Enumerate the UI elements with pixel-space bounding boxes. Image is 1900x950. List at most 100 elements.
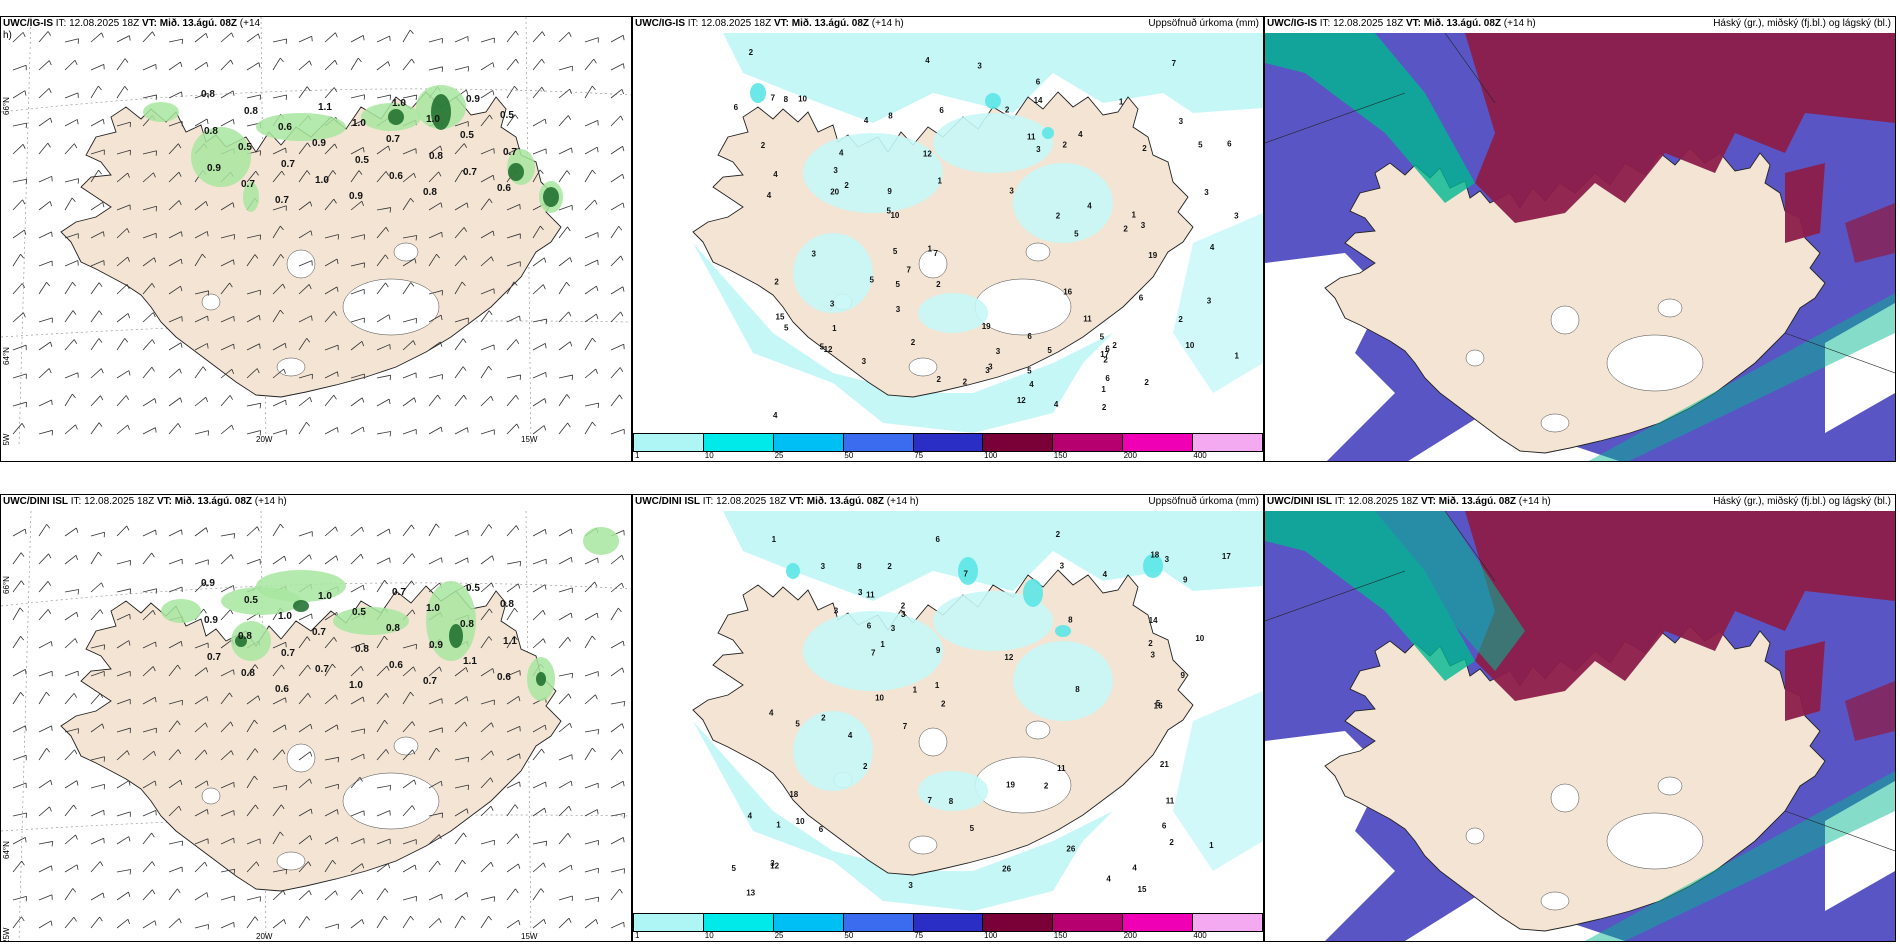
gust-value-label: 0.7 — [392, 587, 406, 598]
gust-value-label: 0.5 — [466, 583, 480, 594]
precip-value-label: 2 — [936, 280, 941, 289]
gust-value-label: 0.6 — [497, 672, 511, 683]
glacier-myrdalsjokull — [276, 357, 306, 377]
precip-value-label: 9 — [887, 187, 892, 196]
axis-labels: 20W 15W 66°N 64°N 25W — [2, 576, 538, 941]
precip-value-label: 10 — [1185, 341, 1194, 350]
gust-value-label: 0.5 — [238, 142, 252, 153]
precip-value-label: 3 — [988, 362, 993, 371]
showers-areas — [161, 527, 619, 701]
precip-value-label: 6 — [1105, 374, 1110, 383]
gust-value-label: 0.7 — [423, 676, 437, 687]
precip-value-label: 5 — [1198, 140, 1203, 149]
precip-value-label: 7 — [1172, 59, 1177, 68]
lat-label: 25W — [2, 433, 11, 445]
colorbar-swatch — [1123, 434, 1194, 451]
precip-value-label: 11 — [866, 590, 875, 599]
precip-value-label: 1 — [927, 244, 932, 253]
gust-value-label: 0.8 — [423, 187, 437, 198]
precip-value-label: 3 — [985, 366, 990, 375]
gust-value-label: 1.0 — [392, 98, 406, 109]
precip-value-label: 16 — [1063, 287, 1072, 296]
colorbar-tick-label: 25 — [774, 931, 784, 940]
panel-field-name: Háský (gr.), miðský (fj.bl.) og lágský (… — [1713, 18, 1891, 29]
precip-value-label: 6 — [1105, 344, 1110, 353]
precip-value-label: 8 — [1068, 616, 1073, 625]
glacier-vatnajokull — [342, 772, 440, 830]
precip-value-label: 5 — [1074, 230, 1079, 239]
colorbar-swatch — [703, 434, 774, 451]
precip-overlay — [786, 554, 1163, 811]
precip-value-label: 4 — [1029, 380, 1034, 389]
precip-value-label: 2 — [863, 762, 868, 771]
glacier-eiriksjokull — [201, 293, 221, 311]
panel-field-name: Uppsöfnuð úrkoma (mm) — [1148, 496, 1259, 507]
precip-value-label: 1 — [938, 176, 943, 185]
gust-value-label: 0.9 — [204, 615, 218, 626]
colorbar-tick-label: 75 — [914, 931, 924, 940]
precip-value-label: 1 — [1101, 385, 1106, 394]
precip-value-label: 18 — [789, 790, 798, 799]
precip-value-label: 5 — [1100, 333, 1105, 342]
glacier-langjokull — [286, 249, 316, 279]
precip-value-label: 3 — [1165, 555, 1170, 564]
colorbar-swatch — [634, 914, 704, 931]
panel-wind-dini: UWC/DINI ISL IT: 12.08.2025 18Z VT: Mið.… — [0, 494, 632, 942]
precip-value-label: 3 — [830, 299, 835, 308]
precip-value-label: 4 — [1106, 875, 1111, 884]
precip-value-label: 11 — [1057, 764, 1066, 773]
gust-value-label: 0.8 — [204, 126, 218, 137]
precip-value-label: 5 — [887, 206, 892, 215]
gust-value-label: 0.5 — [244, 595, 258, 606]
precip-value-label: 4 — [839, 148, 844, 157]
precip-value-label: 4 — [773, 170, 778, 179]
precip-value-label: 3 — [1207, 297, 1212, 306]
gust-value-label: 0.6 — [389, 171, 403, 182]
precip-value-label: 10 — [890, 211, 899, 220]
iceland-landmass — [1324, 625, 1826, 932]
precip-value-label: 2 — [941, 699, 946, 708]
precip-value-label: 2 — [1044, 781, 1049, 790]
gust-value-label: 1.0 — [278, 611, 292, 622]
precip-value-label: 9 — [936, 646, 941, 655]
gust-value-label: 0.9 — [312, 138, 326, 149]
glacier-hofsjokull — [1657, 298, 1683, 318]
gust-labels: 0.8 0.5 0.7 0.9 0.9 0.7 0.8 0.5 0.6 0.8 0.7 0.6 1.0 1… — [201, 89, 517, 206]
precip-value-label: 1 — [913, 686, 918, 695]
low-cloud-field — [1265, 33, 1895, 461]
precip-value-label: 5 — [1156, 699, 1161, 708]
colorbar-swatch — [843, 434, 914, 451]
precip-value-label: 6 — [1036, 77, 1041, 86]
precip-value-label: 3 — [1141, 221, 1146, 230]
panel-title: UWC/DINI ISL IT: 12.08.2025 18Z VT: Mið.… — [3, 496, 287, 507]
precip-value-label: 3 — [1151, 650, 1156, 659]
precip-value-label: 3 — [834, 606, 839, 615]
gust-value-label: 0.7 — [315, 664, 329, 675]
colorbar-swatch — [983, 914, 1054, 931]
precip-value-label: 20 — [830, 188, 839, 197]
glacier-eiriksjokull — [1465, 827, 1485, 845]
gust-value-label: 1.1 — [463, 656, 477, 667]
precip-value-label: 2 — [844, 181, 849, 190]
gust-value-label: 0.8 — [500, 599, 514, 610]
glacier-myrdalsjokull — [908, 357, 938, 377]
precip-value-label: 4 — [767, 191, 772, 200]
precip-value-label: 5 — [895, 280, 900, 289]
lat-label: 66°N — [2, 97, 11, 115]
precip-value-label: 2 — [1178, 315, 1183, 324]
colorbar-swatch — [773, 914, 844, 931]
precip-value-label: 2 — [1144, 378, 1149, 387]
glacier-hofsjokull — [393, 242, 419, 262]
precip-value-label: 12 — [770, 861, 779, 870]
gust-value-label: 0.7 — [275, 195, 289, 206]
gust-value-label: 0.9 — [349, 191, 363, 202]
wind-map-dini: 0.9 0.8 0.6 0.7 1.0 0.8 0.7 0.8 0.6 0.9 0.8 1.0 0.7 0… — [1, 511, 631, 941]
precip-value-label: 5 — [1027, 366, 1032, 375]
glacier-langjokull — [918, 727, 948, 757]
gust-value-label: 0.7 — [281, 159, 295, 170]
gust-value-label: 0.9 — [429, 640, 443, 651]
precip-shading — [693, 33, 1263, 433]
precip-value-label: 4 — [1132, 864, 1137, 873]
